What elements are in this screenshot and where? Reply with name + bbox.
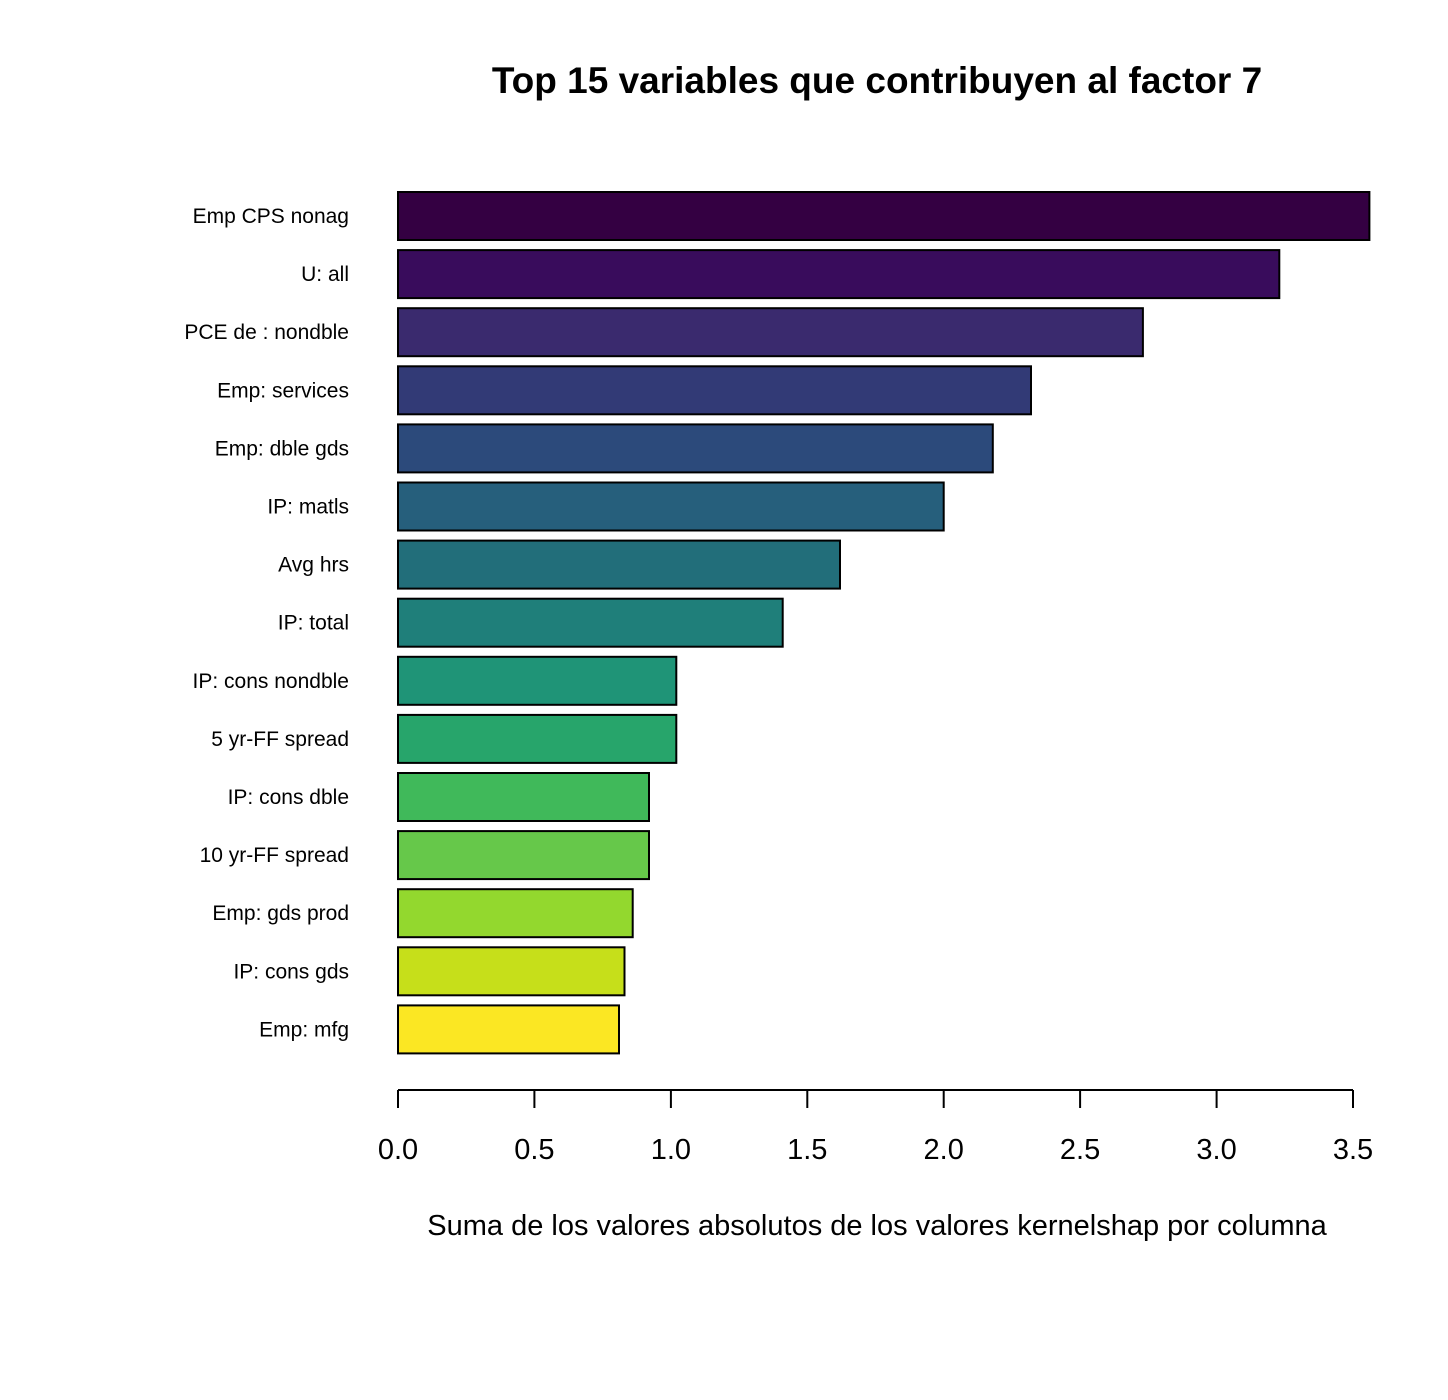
category-label: IP: cons gds — [233, 960, 349, 983]
x-tick-label: 2.5 — [1060, 1134, 1100, 1166]
bars-group — [397, 191, 1371, 1055]
x-tick-label: 3.5 — [1333, 1134, 1373, 1166]
x-axis: 0.0 0.5 1.0 1.5 2.0 2.5 3.0 3.5 — [378, 1089, 1373, 1166]
bar — [397, 481, 945, 532]
category-label: Emp: dble gds — [215, 437, 349, 460]
bar — [397, 365, 1032, 416]
bar — [397, 772, 650, 822]
bar — [397, 423, 994, 474]
bar — [397, 597, 784, 648]
bar — [397, 1004, 620, 1055]
bar — [397, 713, 678, 764]
category-label: 10 yr-FF spread — [200, 844, 349, 867]
bar — [397, 888, 634, 939]
x-tick-label: 1.5 — [787, 1134, 827, 1166]
chart-title: Top 15 variables que contribuyen al fact… — [492, 60, 1262, 101]
bar — [397, 946, 626, 997]
category-label: IP: cons dble — [228, 786, 349, 809]
bar — [397, 307, 1144, 358]
bar — [397, 191, 1371, 241]
category-label: Emp CPS nonag — [193, 205, 349, 228]
category-label: PCE de : nondble — [184, 321, 349, 344]
x-tick-label: 0.0 — [378, 1134, 418, 1166]
x-tick-label: 0.5 — [514, 1134, 554, 1166]
x-tick-label: 3.0 — [1196, 1134, 1236, 1166]
category-label: 5 yr-FF spread — [211, 728, 349, 751]
category-label: Emp: services — [217, 379, 349, 402]
category-label: Emp: gds prod — [212, 902, 349, 925]
x-tick-label: 2.0 — [924, 1134, 964, 1166]
x-axis-title: Suma de los valores absolutos de los val… — [427, 1210, 1327, 1242]
bar — [397, 830, 650, 881]
bar — [397, 655, 678, 706]
x-tick-label: 1.0 — [651, 1134, 691, 1166]
bar — [397, 249, 1281, 300]
category-label: IP: total — [278, 612, 349, 635]
category-label: IP: matls — [267, 496, 349, 519]
category-label: Emp: mfg — [259, 1018, 349, 1041]
bar — [397, 539, 841, 590]
category-label: IP: cons nondble — [193, 670, 349, 693]
category-label: U: all — [301, 263, 349, 286]
category-labels: Emp CPS nonag U: all PCE de : nondble Emp: … — [184, 205, 349, 1041]
category-label: Avg hrs — [278, 554, 349, 577]
